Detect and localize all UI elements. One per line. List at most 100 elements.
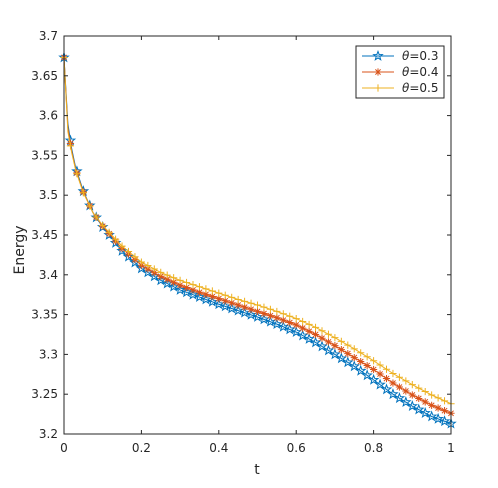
legend-label-symbol: θ — [402, 81, 410, 95]
data-marker — [400, 396, 412, 408]
data-marker — [208, 292, 216, 301]
data-marker — [376, 361, 384, 369]
data-marker — [290, 326, 302, 338]
data-marker — [234, 301, 242, 309]
data-marker — [402, 387, 410, 395]
data-marker — [163, 275, 171, 283]
data-marker — [225, 302, 238, 314]
data-marker — [361, 369, 373, 381]
data-marker — [163, 271, 171, 279]
data-marker — [170, 278, 178, 286]
data-marker — [234, 295, 242, 304]
data-marker — [305, 320, 313, 329]
data-marker — [99, 221, 107, 230]
data-marker — [182, 278, 191, 287]
legend-swatch-marker — [372, 49, 384, 61]
data-marker — [329, 348, 341, 360]
legend-swatch-marker — [374, 68, 382, 76]
data-marker — [331, 342, 339, 350]
x-axis-label: t — [254, 462, 260, 478]
data-marker — [438, 415, 451, 427]
y-tick-label: 3.35 — [31, 308, 58, 322]
legend-label: θ=0.5 — [402, 81, 438, 95]
data-marker — [73, 170, 81, 178]
data-marker — [382, 365, 391, 373]
data-marker — [228, 299, 236, 307]
series-markers-3 — [60, 53, 455, 408]
data-marker — [213, 298, 225, 310]
data-marker — [434, 404, 442, 412]
data-marker — [367, 373, 380, 385]
legend-label-value: =0.5 — [409, 81, 438, 95]
data-marker — [440, 407, 449, 415]
data-marker — [380, 383, 393, 395]
data-marker — [228, 293, 236, 301]
data-marker — [324, 330, 333, 338]
data-marker — [187, 288, 199, 300]
data-marker — [215, 289, 223, 297]
y-tick-label: 3.3 — [39, 347, 58, 361]
data-marker — [357, 349, 365, 357]
data-marker — [350, 345, 358, 353]
data-marker — [176, 281, 184, 289]
data-marker — [279, 310, 287, 318]
data-marker — [124, 247, 133, 256]
data-marker — [425, 410, 438, 422]
data-marker — [395, 383, 403, 391]
data-marker — [382, 374, 391, 383]
data-marker — [131, 253, 139, 261]
y-tick-label: 3.4 — [39, 268, 58, 282]
data-marker — [150, 269, 158, 277]
data-marker — [350, 353, 358, 362]
data-marker — [286, 318, 294, 327]
data-marker — [189, 281, 197, 289]
data-marker — [202, 285, 210, 293]
data-marker — [266, 305, 274, 313]
data-marker — [370, 365, 378, 374]
data-marker — [286, 312, 294, 320]
data-marker — [215, 295, 223, 303]
data-marker — [318, 327, 326, 335]
data-marker — [195, 283, 204, 291]
data-marker — [428, 391, 436, 399]
data-marker — [311, 323, 320, 331]
data-marker — [66, 142, 75, 150]
data-marker — [389, 379, 397, 387]
data-marker — [195, 288, 204, 296]
data-marker — [322, 344, 335, 356]
legend-label-symbol: θ — [402, 49, 410, 63]
data-marker — [402, 377, 410, 385]
data-marker — [253, 307, 262, 316]
data-marker — [311, 330, 320, 339]
data-marker — [305, 327, 313, 335]
y-tick-label: 3.55 — [31, 148, 58, 162]
data-marker — [318, 334, 326, 342]
series-line-3 — [63, 57, 452, 405]
legend-label-value: =0.4 — [409, 65, 438, 79]
legend-label-value: =0.3 — [409, 49, 438, 63]
axes: 0 0.2 0.4 0.6 0.8 1 3.2 3.25 3.3 3.35 3.4 3.45 3.5 3.… — [31, 29, 455, 455]
data-marker — [296, 329, 309, 341]
data-marker — [273, 307, 281, 316]
data-marker — [251, 310, 264, 322]
legend-label: θ=0.4 — [402, 65, 438, 79]
data-marker — [415, 384, 423, 392]
x-tick-label: 1 — [447, 441, 455, 455]
data-marker — [389, 369, 397, 378]
y-tick-label: 3.7 — [39, 29, 58, 43]
data-marker — [111, 235, 120, 243]
data-marker — [176, 276, 184, 284]
data-marker — [238, 306, 251, 318]
plot-area — [58, 51, 457, 429]
legend-entry: θ=0.5 — [362, 81, 438, 95]
data-marker — [241, 303, 249, 311]
data-marker — [221, 291, 229, 299]
data-marker — [335, 352, 348, 364]
data-marker — [354, 364, 367, 376]
data-marker — [440, 397, 449, 405]
data-marker — [393, 392, 406, 404]
data-marker — [157, 272, 165, 280]
data-marker — [182, 283, 191, 292]
data-marker — [271, 318, 283, 330]
